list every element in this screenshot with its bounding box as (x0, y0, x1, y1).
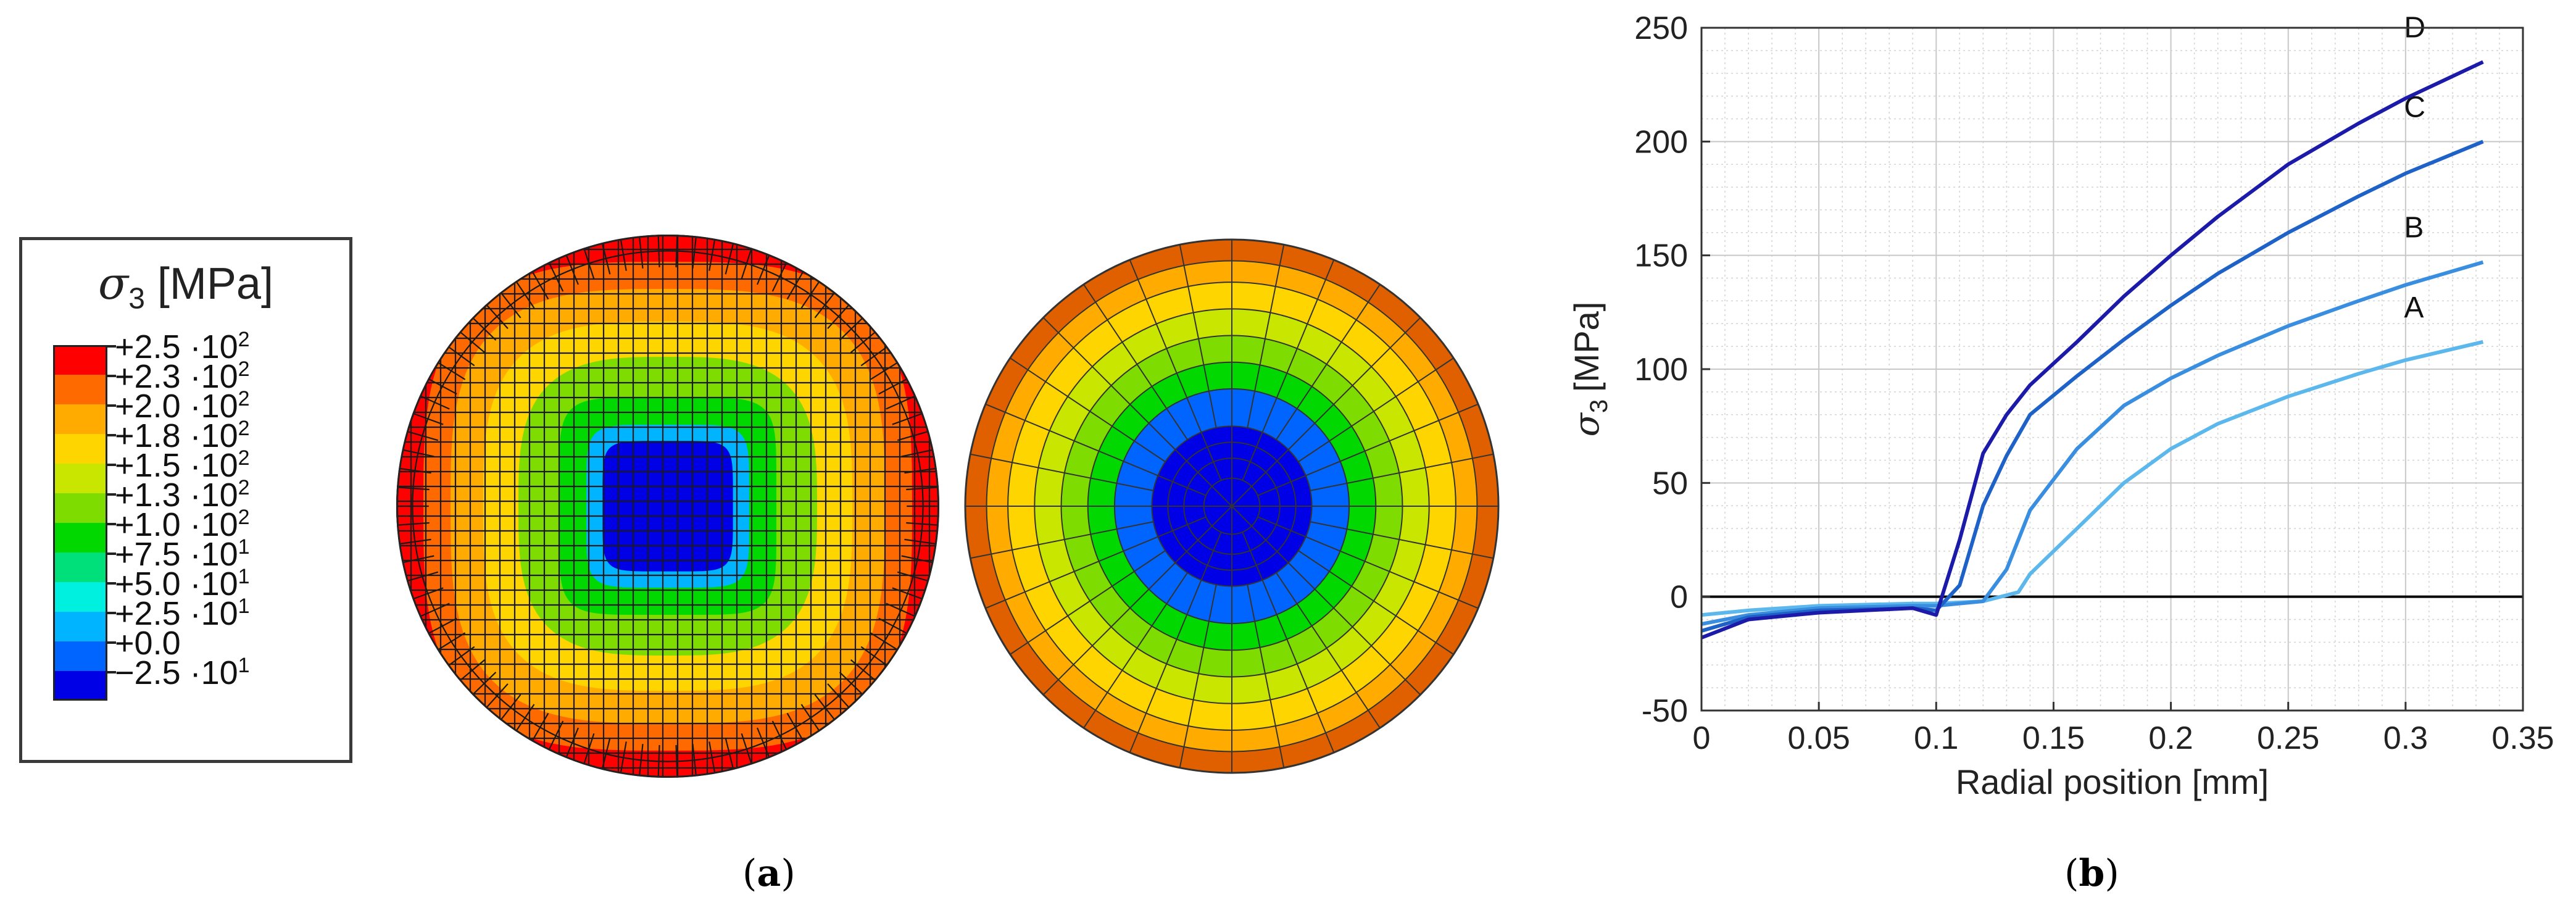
legend-swatch (53, 582, 107, 612)
legend-tick (107, 582, 116, 585)
legend-swatch (53, 434, 107, 464)
x-tick-label: 0.1 (1914, 720, 1958, 756)
legend-swatch (53, 671, 107, 701)
legend-tick (107, 345, 116, 348)
colorbar-legend: σ3 [MPa] +2.5 ·102 +2.3 ·102 +2.0 ·102 +1.8… (19, 237, 352, 763)
series-line-B (1701, 260, 2484, 626)
legend-label: +2.0 ·102 (115, 387, 250, 425)
legend-tick (107, 612, 116, 614)
series-line-A (1701, 340, 2484, 617)
series-label-A: A (2404, 291, 2424, 324)
series-label-B: B (2404, 212, 2424, 244)
y-tick-label: 200 (1634, 124, 1688, 160)
y-tick-label: -50 (1642, 693, 1688, 729)
caption-a-letter: a (757, 852, 781, 895)
x-tick-label: 0 (1693, 720, 1711, 756)
legend-label: −2.5 ·101 (115, 654, 250, 691)
legend-tick (107, 523, 116, 525)
legend-label: +2.3 ·102 (115, 357, 250, 395)
legend-tick (107, 641, 116, 644)
x-tick-label: 0.25 (2257, 720, 2319, 756)
legend-label: +1.3 ·102 (115, 476, 250, 514)
coarse-mesh-contour-plot (964, 238, 1500, 774)
legend-label: +5.0 ·101 (115, 565, 250, 602)
legend-swatch (53, 552, 107, 582)
y-tick-label: 0 (1670, 580, 1688, 615)
y-tick-label: 50 (1652, 465, 1688, 501)
legend-tick (107, 404, 116, 407)
legend-swatch (53, 345, 107, 375)
legend-swatch (53, 464, 107, 493)
legend-label: +2.5 ·101 (115, 594, 250, 632)
legend-tick (107, 671, 116, 673)
legend-label: +1.8 ·102 (115, 417, 250, 454)
caption-b: (b) (2064, 852, 2119, 895)
legend-swatch (53, 404, 107, 434)
y-tick-label: 150 (1634, 238, 1688, 274)
y-tick-label: 100 (1634, 352, 1688, 388)
legend-label: +2.5 ·102 (115, 328, 250, 365)
legend-label: +1.5 ·102 (115, 446, 250, 484)
legend-subscript: 3 (128, 282, 145, 315)
x-tick-label: 0.15 (2022, 720, 2085, 756)
series-line-D (1700, 60, 2484, 640)
y-axis-label: σ3[MPa] (1567, 302, 1613, 437)
legend-swatch (53, 375, 107, 404)
legend-tick (107, 552, 116, 555)
caption-a: (a) (742, 852, 796, 895)
legend-tick (107, 493, 116, 496)
stress-contour-ring (602, 441, 733, 572)
legend-swatch (53, 493, 107, 523)
legend-unit: [MPa] (157, 259, 273, 309)
legend-swatch (53, 641, 107, 671)
legend-tick (107, 375, 116, 377)
legend-title: σ3 [MPa] (22, 257, 349, 315)
legend-swatch (53, 523, 107, 552)
y-tick-label: 250 (1634, 10, 1688, 46)
legend-tick (107, 434, 116, 436)
x-tick-label: 0.3 (2383, 720, 2428, 756)
legend-label: +7.5 ·101 (115, 535, 250, 573)
x-axis-label: Radial position [mm] (1956, 762, 2269, 801)
legend-tick (107, 464, 116, 466)
legend-symbol: σ (98, 257, 129, 309)
x-tick-label: 0.2 (2148, 720, 2193, 756)
legend-swatch (53, 612, 107, 641)
x-tick-label: 0.05 (1788, 720, 1850, 756)
legend-label: +1.0 ·102 (115, 506, 250, 543)
fine-mesh-contour-plot (396, 235, 939, 778)
legend-label: +0.0 (115, 625, 181, 662)
x-tick-label: 0.35 (2491, 720, 2554, 756)
colorbar-outline (53, 345, 107, 701)
caption-b-letter: b (2079, 852, 2105, 895)
